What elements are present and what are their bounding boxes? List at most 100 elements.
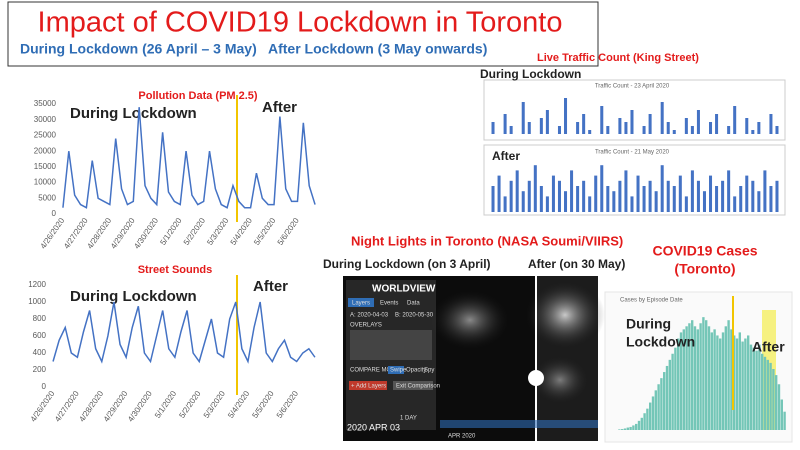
y-tick-label: 15000 (34, 162, 57, 171)
bar (600, 165, 604, 212)
bar (688, 323, 691, 430)
x-tick-label: 5/1/2020 (158, 216, 184, 247)
annotation: During Lockdown (70, 288, 197, 305)
bar (640, 417, 643, 430)
bar (749, 344, 753, 430)
bar (705, 320, 708, 430)
bar (715, 114, 719, 134)
bar (751, 130, 755, 134)
bar (745, 118, 749, 134)
bar (721, 332, 725, 430)
bar (709, 175, 713, 212)
y-tick-label: 800 (33, 314, 47, 323)
bar (527, 122, 531, 134)
bar (671, 353, 674, 430)
bar (761, 353, 764, 430)
bar (618, 429, 621, 430)
y-tick-label: 0 (42, 382, 47, 391)
tab-label: Data (407, 301, 420, 307)
bar (503, 196, 507, 212)
x-tick-label: 5/2/2020 (177, 389, 203, 420)
bar (654, 390, 657, 430)
bar (545, 196, 549, 212)
x-tick-label: 5/4/2020 (229, 216, 255, 247)
annotation: After (752, 339, 785, 355)
bar (709, 122, 713, 134)
bar (721, 180, 725, 212)
bar (618, 180, 622, 212)
mode-button (388, 366, 404, 374)
annotation: During Lockdown (480, 67, 581, 81)
bar (744, 338, 747, 430)
bar (515, 170, 519, 212)
bar (521, 191, 525, 212)
bar (685, 326, 688, 430)
bar (497, 175, 501, 212)
x-tick-label: 5/4/2020 (226, 389, 252, 420)
bar (715, 186, 719, 212)
button-label: Exit Comparison (396, 384, 440, 390)
bar (624, 170, 628, 212)
bar (545, 110, 549, 134)
bar (491, 122, 495, 134)
city-lights (430, 290, 510, 350)
bar (666, 122, 670, 134)
bar (690, 170, 694, 212)
bar (630, 110, 634, 134)
x-tick-label: 5/1/2020 (153, 389, 179, 420)
x-tick-label: 5/3/2020 (202, 389, 228, 420)
line (62, 107, 316, 209)
bar (660, 102, 664, 134)
annotation: After (262, 99, 297, 116)
bar (733, 106, 737, 134)
bar (751, 180, 755, 212)
bar (503, 114, 507, 134)
y-tick-label: 400 (33, 348, 47, 357)
bar (769, 186, 773, 212)
tab-label: Events (380, 301, 398, 307)
compare-a: A: 2020-04-03 (350, 313, 389, 319)
bar (657, 384, 660, 430)
bar (682, 329, 685, 430)
bar (702, 191, 706, 212)
x-tick-label: 5/2/2020 (182, 216, 208, 247)
bar (757, 191, 761, 212)
bar (666, 180, 670, 212)
timeline-month: APR 2020 (448, 434, 476, 440)
bar (674, 347, 677, 430)
bar (606, 126, 610, 134)
bar (733, 335, 736, 430)
bar (758, 344, 761, 430)
bar (618, 118, 622, 134)
bar (772, 369, 775, 430)
bar (557, 126, 561, 134)
slide-title: Impact of COVID19 Lockdown in Toronto (38, 7, 563, 39)
bar (649, 402, 652, 430)
chart-label: Cases by Episode Date (620, 298, 683, 304)
title-box (7, 1, 599, 67)
bar (724, 326, 727, 430)
bar (660, 378, 663, 430)
bar (564, 191, 568, 212)
bar (745, 175, 749, 212)
swipe-handle (528, 370, 544, 386)
image-label: After (on 30 May) (528, 257, 625, 271)
layer-list (350, 330, 432, 360)
bar (763, 170, 767, 212)
y-tick-label: 30000 (34, 115, 57, 124)
bar (582, 114, 586, 134)
bar (672, 186, 676, 212)
bar (747, 335, 750, 430)
bar (606, 186, 610, 212)
bar (588, 130, 592, 134)
bar (648, 180, 652, 212)
bar (539, 118, 543, 134)
chart-subtitle: Traffic Count - 21 May 2020 (595, 150, 670, 156)
bar (672, 130, 676, 134)
bar (699, 323, 702, 430)
bar (783, 411, 786, 430)
bar (576, 122, 580, 134)
bar (612, 191, 616, 212)
y-tick-label: 600 (33, 331, 47, 340)
y-tick-label: 10000 (34, 178, 57, 187)
